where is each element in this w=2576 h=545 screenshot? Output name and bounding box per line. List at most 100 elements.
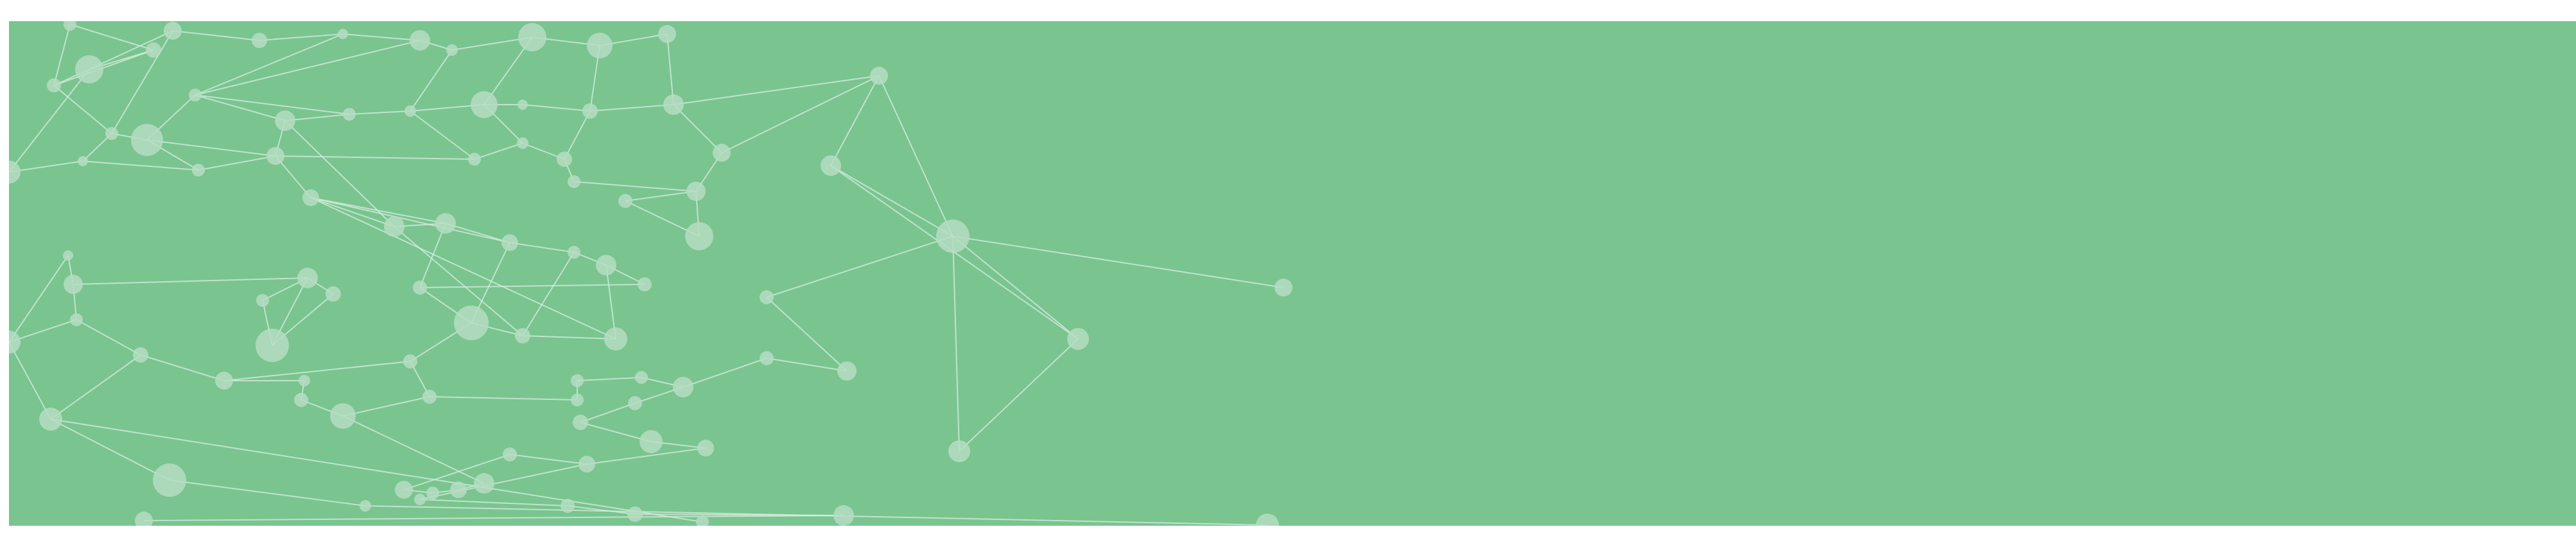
network-edge	[82, 133, 112, 162]
network-edge	[50, 419, 703, 523]
network-edge	[342, 396, 430, 417]
network-node	[9, 331, 21, 354]
network-node	[47, 78, 61, 92]
network-nodes	[9, 21, 1292, 526]
hero-banner	[9, 21, 2576, 526]
network-node	[299, 375, 310, 386]
network-node	[635, 371, 648, 384]
network-edge	[766, 358, 848, 372]
network-edge	[419, 284, 645, 288]
network-node	[696, 515, 709, 526]
network-node	[146, 42, 161, 58]
network-edge	[522, 252, 575, 336]
network-edge	[50, 354, 141, 420]
network-node	[153, 463, 186, 497]
network-edge	[284, 120, 395, 227]
network-edge	[509, 454, 587, 465]
network-edge	[53, 85, 112, 134]
network-graph-illustration	[9, 21, 2576, 526]
network-node	[697, 440, 714, 456]
network-node	[568, 246, 580, 259]
network-edge	[275, 155, 311, 198]
network-edge	[195, 94, 350, 115]
network-node	[164, 22, 182, 40]
network-edge	[721, 75, 880, 153]
network-node	[450, 481, 467, 498]
network-edge	[673, 75, 880, 105]
network-node	[628, 396, 642, 410]
network-node	[64, 21, 76, 31]
network-edge	[830, 75, 880, 166]
network-edge	[275, 155, 475, 160]
network-node	[685, 222, 713, 250]
network-node	[294, 393, 308, 407]
network-node	[63, 250, 73, 261]
network-edge	[310, 197, 616, 340]
network-edge	[82, 160, 199, 171]
network-edge	[342, 415, 485, 484]
network-edge	[952, 236, 1284, 288]
network-edge	[586, 447, 706, 465]
network-edge	[223, 361, 411, 381]
network-edge	[9, 160, 83, 173]
network-edge	[403, 454, 510, 490]
network-node	[360, 500, 371, 512]
network-node	[638, 277, 652, 291]
network-edge	[577, 377, 642, 381]
network-node	[1275, 279, 1292, 297]
network-node	[640, 430, 663, 453]
network-edge	[952, 236, 1079, 340]
network-node	[446, 44, 458, 56]
network-edge	[143, 515, 844, 521]
network-node	[64, 275, 83, 294]
network-node	[426, 487, 439, 499]
network-edge	[195, 94, 286, 121]
network-node	[1067, 328, 1089, 350]
network-edge	[169, 480, 366, 506]
network-node	[454, 306, 489, 340]
network-edge	[310, 197, 395, 227]
network-edge	[589, 104, 674, 112]
network-node	[256, 294, 269, 307]
network-node	[131, 124, 163, 156]
network-edge	[410, 110, 475, 160]
network-node	[252, 33, 267, 48]
network-node	[760, 351, 774, 365]
network-node	[135, 512, 153, 526]
network-edge	[146, 139, 276, 157]
network-edge	[76, 319, 141, 356]
network-node	[573, 415, 588, 430]
network-edge	[580, 422, 652, 442]
network-node	[686, 182, 706, 201]
network-node	[517, 137, 528, 149]
network-edge	[284, 114, 350, 121]
network-node	[133, 347, 148, 363]
network-node	[568, 175, 580, 188]
network-edge	[198, 155, 276, 171]
network-edge	[410, 49, 453, 112]
network-node	[571, 374, 584, 387]
network-node	[414, 494, 426, 505]
network-node	[658, 25, 676, 43]
network-edge	[766, 297, 848, 372]
network-node	[471, 91, 498, 118]
network-edge	[605, 264, 616, 340]
network-node	[70, 313, 83, 326]
network-node	[1256, 514, 1279, 526]
network-edge	[509, 242, 575, 253]
network-edge	[195, 40, 421, 96]
network-node	[395, 481, 413, 499]
network-node	[713, 144, 731, 162]
network-edge	[673, 104, 722, 153]
network-edge	[564, 110, 591, 160]
network-node	[571, 394, 584, 406]
network-node	[501, 234, 518, 251]
network-node	[75, 55, 103, 83]
network-edge	[53, 49, 154, 86]
network-node	[405, 105, 416, 117]
network-edge	[73, 277, 308, 285]
network-node	[410, 30, 430, 51]
network-node	[474, 473, 494, 494]
network-edge	[952, 236, 960, 452]
network-node	[330, 403, 356, 429]
